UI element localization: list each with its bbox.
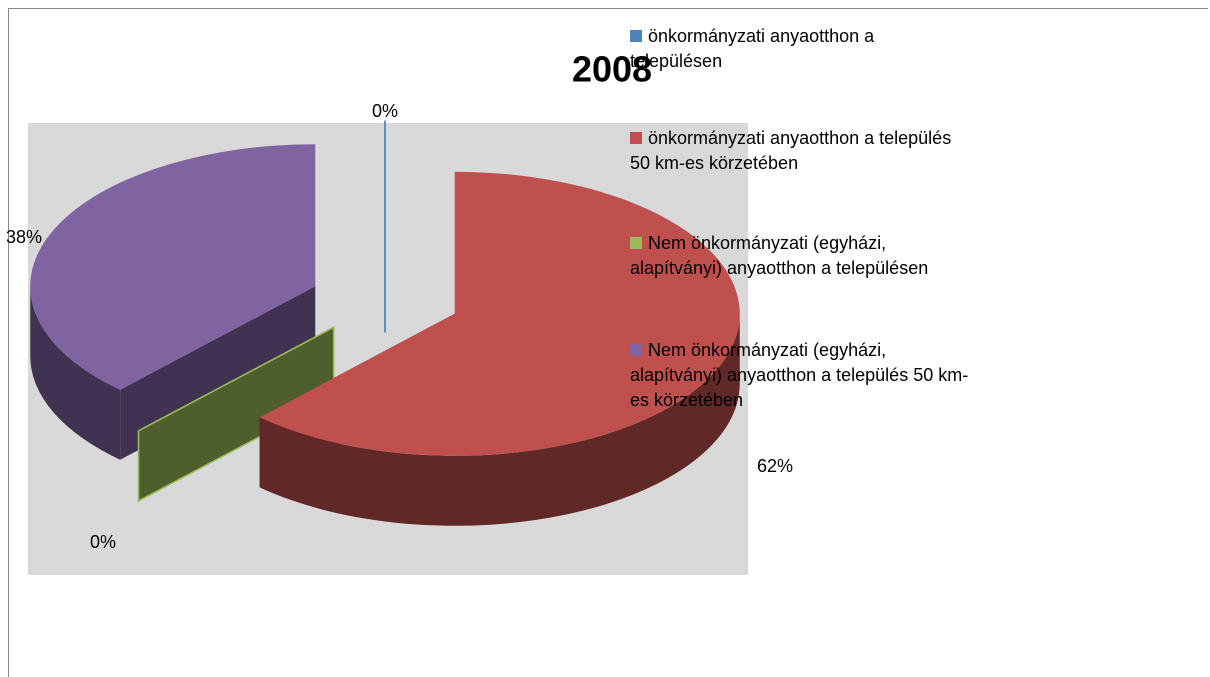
legend-entry: Nem önkormányzati (egyházi, alapítványi)… xyxy=(630,338,970,413)
legend-entry: önkormányzati anyaotthon a településen xyxy=(630,24,970,74)
data-label: 0% xyxy=(372,101,398,121)
data-label: 62% xyxy=(757,456,793,476)
legend-swatch xyxy=(630,344,642,356)
legend-entry: önkormányzati anyaotthon a település 50 … xyxy=(630,126,970,176)
legend-swatch xyxy=(630,237,642,249)
legend-label: Nem önkormányzati (egyházi, alapítványi)… xyxy=(630,233,929,278)
legend-swatch xyxy=(630,30,642,42)
slice-side xyxy=(137,326,335,503)
legend-label: önkormányzati anyaotthon a település 50 … xyxy=(630,128,952,173)
slice xyxy=(259,171,740,456)
legend-entry: Nem önkormányzati (egyházi, alapítványi)… xyxy=(630,231,970,281)
chart-title: 2008 xyxy=(572,49,652,90)
slice-wall xyxy=(30,286,121,460)
slice xyxy=(30,144,316,390)
data-label: 0% xyxy=(90,532,116,552)
slice-wall xyxy=(259,313,740,526)
legend-label: Nem önkormányzati (egyházi, alapítványi)… xyxy=(630,340,969,410)
legend-label: önkormányzati anyaotthon a településen xyxy=(630,26,875,71)
data-label: 38% xyxy=(6,227,42,247)
legend-swatch xyxy=(630,132,642,144)
pie xyxy=(30,120,740,526)
